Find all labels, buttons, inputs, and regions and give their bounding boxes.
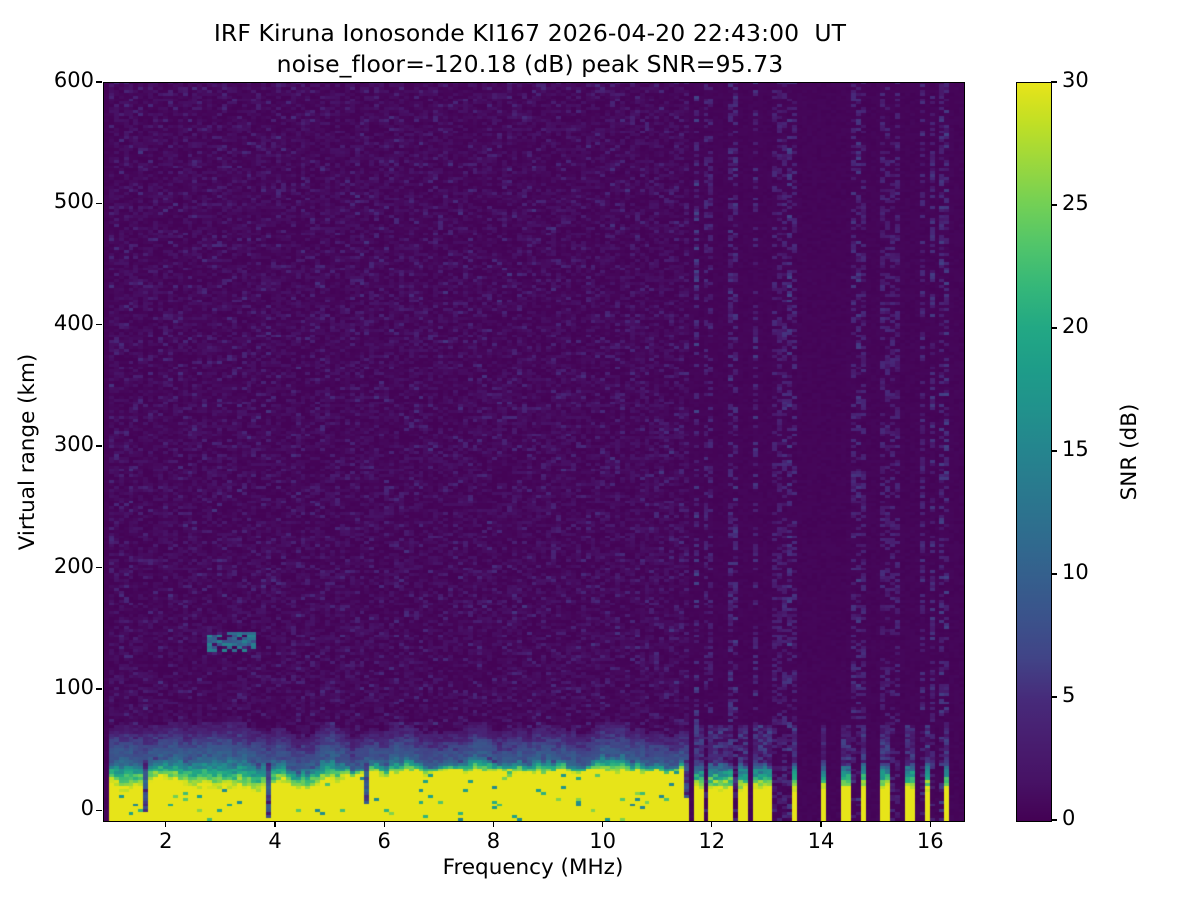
x-axis-label: Frequency (MHz): [442, 855, 624, 880]
x-tick-mark: [711, 821, 713, 827]
title-line-1: IRF Kiruna Ionosonde KI167 2026-04-20 22…: [213, 19, 847, 47]
x-tick-label: 6: [377, 829, 391, 853]
y-tick-label: 300: [53, 432, 94, 457]
colorbar-tick-mark: [1051, 696, 1057, 698]
title-line-2: noise_floor=-120.18 (dB) peak SNR=95.73: [276, 49, 784, 78]
x-tick-mark: [820, 821, 822, 827]
colorbar-tick-mark: [1051, 450, 1057, 452]
colorbar-tick-mark: [1051, 81, 1057, 83]
colorbar-tick-label: 5: [1062, 683, 1076, 707]
colorbar-tick-mark: [1051, 204, 1057, 206]
y-tick-label: 500: [53, 189, 94, 214]
figure-title: IRF Kiruna Ionosonde KI167 2026-04-20 22…: [0, 18, 1060, 79]
y-tick-label: 200: [53, 553, 94, 578]
x-tick-label: 12: [698, 829, 726, 853]
colorbar-tick-label: 25: [1062, 191, 1089, 215]
y-tick-label: 100: [53, 674, 94, 699]
snr-colorbar[interactable]: [1016, 82, 1052, 822]
y-tick-mark: [96, 445, 102, 447]
x-tick-mark: [383, 821, 385, 827]
ionogram-heatmap[interactable]: [104, 83, 964, 821]
colorbar-label: SNR (dB): [1117, 403, 1142, 501]
colorbar-tick-label: 15: [1062, 437, 1089, 461]
x-tick-mark: [165, 821, 167, 827]
colorbar-tick-label: 10: [1062, 560, 1089, 584]
colorbar-tick-mark: [1051, 573, 1057, 575]
ionogram-plot-area[interactable]: [103, 82, 965, 822]
x-tick-mark: [274, 821, 276, 827]
x-tick-label: 10: [589, 829, 616, 853]
colorbar-tick-label: 0: [1062, 806, 1076, 830]
y-tick-label: 600: [53, 68, 94, 92]
x-tick-mark: [601, 821, 604, 827]
y-tick-mark: [96, 809, 102, 811]
y-tick-label: 400: [53, 310, 94, 335]
colorbar-tick-label: 20: [1062, 314, 1089, 338]
colorbar-tick-mark: [1051, 327, 1057, 329]
x-tick-label: 14: [807, 829, 835, 853]
x-tick-label: 4: [268, 829, 282, 853]
x-tick-label: 8: [486, 829, 501, 853]
x-tick-label: 2: [159, 829, 173, 853]
y-axis-label: Virtual range (km): [15, 353, 40, 551]
x-tick-label: 16: [916, 829, 944, 853]
x-tick-mark: [929, 821, 931, 827]
y-tick-mark: [96, 688, 102, 690]
y-tick-mark: [96, 81, 102, 83]
x-tick-mark: [492, 821, 495, 827]
colorbar-tick-mark: [1051, 819, 1057, 821]
y-tick-mark: [96, 202, 102, 205]
y-tick-mark: [96, 566, 102, 569]
colorbar-gradient: [1017, 83, 1051, 821]
y-tick-label: 0: [80, 796, 94, 821]
colorbar-tick-label: 30: [1062, 68, 1089, 92]
y-tick-mark: [96, 324, 102, 326]
